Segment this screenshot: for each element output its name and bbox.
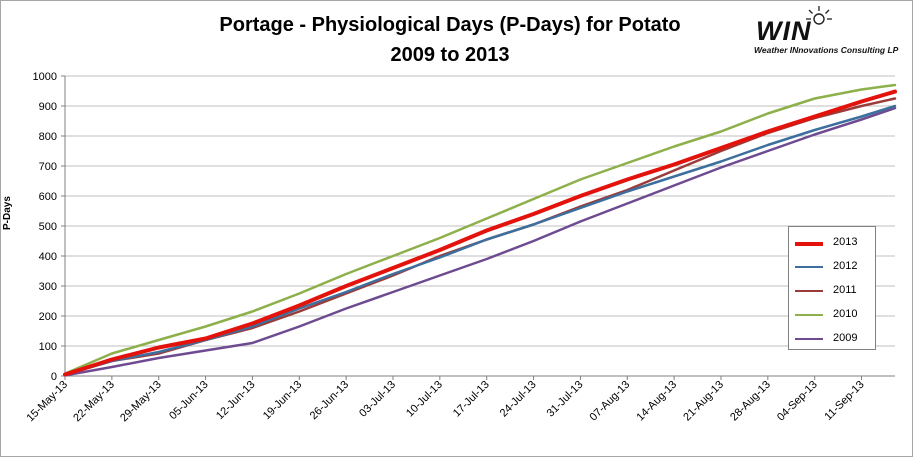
y-tick-label: 500 — [39, 221, 57, 233]
x-tick-label: 17-Jul-13 — [451, 379, 492, 420]
grid-lines — [65, 75, 895, 347]
logo-tagline: Weather INnovations Consulting LP — [754, 45, 899, 55]
x-tick-label: 15-May-13 — [24, 379, 70, 425]
y-tick-label: 700 — [39, 161, 57, 173]
x-tick-label: 05-Jun-13 — [167, 379, 211, 423]
y-tick-label: 900 — [39, 101, 57, 113]
x-tick-label: 12-Jun-13 — [214, 379, 258, 423]
y-tick-label: 1000 — [33, 71, 57, 83]
x-tick-label: 19-Jun-13 — [261, 379, 305, 423]
x-tick-label: 21-Aug-13 — [681, 379, 726, 424]
legend: 2013 2012 2011 2010 2009 — [788, 226, 876, 350]
legend-swatch — [795, 266, 823, 268]
legend-item-2010: 2010 — [795, 307, 875, 323]
legend-item-2009: 2009 — [795, 331, 875, 347]
x-tick-label: 11-Sep-13 — [822, 379, 866, 423]
y-tick-label: 800 — [39, 131, 57, 143]
series-line-2010 — [63, 83, 897, 375]
legend-label: 2011 — [833, 284, 857, 296]
y-tick-label: 400 — [39, 251, 57, 263]
sun-icon — [806, 6, 832, 25]
y-tick-label: 0 — [51, 371, 57, 383]
series-line-2013 — [63, 89, 897, 377]
legend-label: 2012 — [833, 260, 858, 272]
x-tick-label: 04-Sep-13 — [775, 379, 820, 424]
legend-label: 2010 — [833, 308, 858, 320]
series-lines — [63, 83, 897, 377]
series-line-2009 — [63, 106, 897, 377]
x-tick-label: 14-Aug-13 — [634, 379, 679, 424]
y-tick-label: 600 — [39, 191, 57, 203]
legend-label: 2009 — [833, 332, 858, 344]
y-tick-label: 100 — [39, 341, 57, 353]
chart-subtitle: 2009 to 2013 — [390, 44, 510, 66]
y-tick-label: 200 — [39, 311, 57, 323]
x-tick-label: 07-Aug-13 — [588, 379, 633, 424]
legend-item-2012: 2012 — [795, 259, 875, 275]
series-line-2011 — [63, 97, 897, 376]
win-logo: WIN Weather INnovations Consulting LP — [752, 4, 902, 56]
x-tick-label: 28-Aug-13 — [728, 379, 773, 424]
y-tick-label: 300 — [39, 281, 57, 293]
x-tick-label: 26-Jun-13 — [308, 379, 352, 423]
legend-swatch — [795, 338, 823, 340]
legend-swatch — [795, 242, 823, 246]
x-tick-label: 03-Jul-13 — [357, 379, 398, 420]
logo-wordmark: WIN — [756, 16, 812, 46]
legend-item-2013: 2013 — [795, 235, 875, 251]
axes — [64, 76, 895, 377]
legend-swatch — [795, 290, 823, 292]
legend-label: 2013 — [833, 236, 858, 248]
x-axis-ticks: 15-May-13 22-May-13 29-May-13 05-Jun-13 12-J… — [24, 376, 867, 425]
y-axis-ticks: 0 100 200 300 400 500 600 700 800 900 1000 — [33, 71, 65, 383]
legend-item-2011: 2011 — [795, 283, 875, 299]
legend-swatch — [795, 314, 823, 316]
series-line-2012 — [63, 104, 897, 376]
x-tick-label: 29-May-13 — [118, 379, 164, 425]
chart-title: Portage - Physiological Days (P-Days) fo… — [219, 14, 681, 36]
x-tick-label: 24-Jul-13 — [498, 379, 539, 420]
x-tick-label: 22-May-13 — [71, 379, 117, 425]
x-tick-label: 10-Jul-13 — [404, 379, 445, 420]
x-tick-label: 31-Jul-13 — [545, 379, 586, 420]
